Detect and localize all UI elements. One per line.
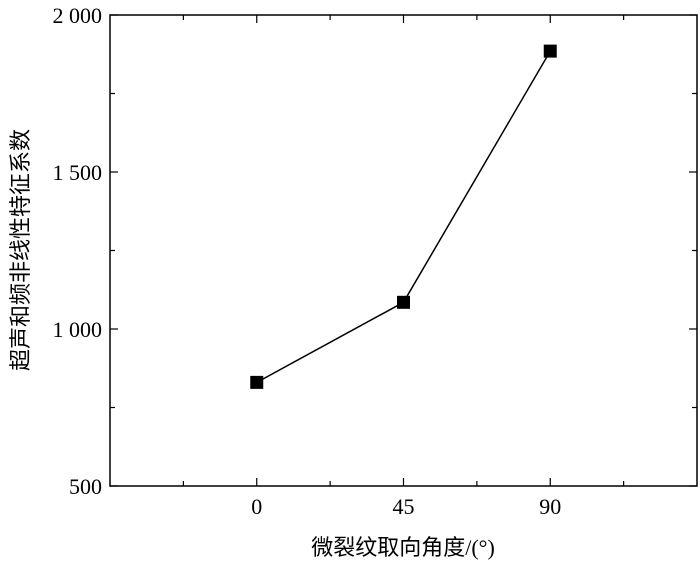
y-axis-title: 超声和频非线性特征系数 — [8, 129, 33, 371]
y-tick-label: 1 000 — [53, 317, 103, 342]
y-tick-label: 500 — [69, 474, 102, 499]
axis-ticks — [110, 14, 697, 487]
x-tick-label: 0 — [251, 494, 262, 519]
data-point-marker — [543, 44, 557, 58]
x-axis-title: 微裂纹取向角度/(°) — [311, 535, 495, 560]
data-point-marker — [250, 375, 264, 389]
y-tick-label: 1 500 — [53, 160, 103, 185]
data-point-marker — [397, 295, 410, 309]
plot-frame — [109, 14, 698, 487]
data-markers — [250, 44, 557, 389]
x-tick-label: 45 — [393, 494, 415, 519]
axis-tick-labels: 500 1 000 1 500 2 000 0 45 90 — [53, 3, 562, 519]
y-tick-label: 2 000 — [53, 3, 103, 28]
x-tick-label: 90 — [539, 494, 561, 519]
series-line — [256, 50, 551, 384]
